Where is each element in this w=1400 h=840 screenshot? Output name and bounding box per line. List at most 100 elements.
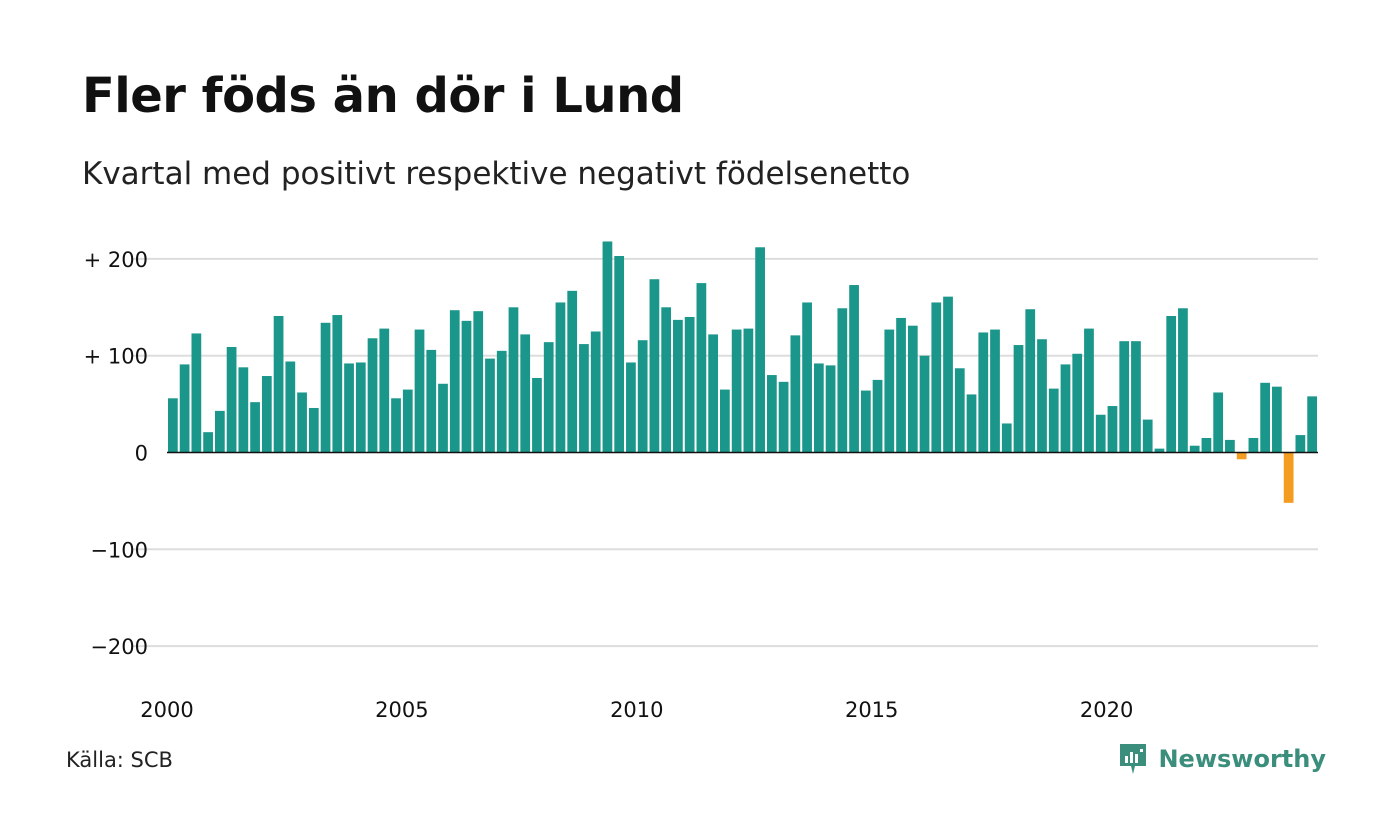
bar: [649, 279, 660, 453]
y-tick-label: + 200: [84, 248, 148, 272]
bar: [860, 390, 871, 453]
bar: [250, 402, 260, 453]
bar: [590, 331, 601, 453]
bar: [1248, 437, 1259, 453]
axes: + 200 + 100 0 −100 −200 2000 2005 2010 2015 2020: [84, 248, 1318, 722]
bar: [1060, 364, 1071, 453]
bar: [532, 377, 542, 453]
bar: [1131, 341, 1141, 453]
bar: [438, 383, 448, 453]
bar: [1201, 437, 1212, 453]
source-note: Källa: SCB: [66, 748, 173, 772]
bar: [579, 344, 589, 453]
bar: [661, 307, 672, 453]
bar: [1013, 345, 1024, 453]
bar: [367, 338, 378, 453]
bar: [226, 346, 237, 453]
bar: [485, 358, 495, 453]
bar: [872, 379, 883, 453]
bar: [567, 290, 578, 453]
bar: [743, 328, 754, 453]
bar: [1107, 406, 1118, 453]
y-tick-label: 0: [135, 442, 148, 466]
bar: [1119, 341, 1130, 453]
bar: [1295, 435, 1306, 453]
x-tick-label: 2020: [1080, 698, 1133, 722]
bar: [849, 285, 859, 453]
bar: [614, 256, 625, 453]
bar: [1213, 392, 1224, 453]
bar: [954, 368, 965, 453]
bar: [966, 394, 977, 453]
bar: [708, 334, 719, 453]
bar: [285, 361, 296, 453]
bar: [1283, 452, 1294, 503]
bar: [825, 365, 836, 453]
bar: [637, 340, 648, 453]
bar: [790, 335, 801, 453]
bar: [426, 349, 437, 453]
bar: [1307, 396, 1317, 453]
bar: [766, 375, 777, 453]
bar: [602, 241, 613, 453]
bar: [802, 302, 812, 453]
bar: [1048, 388, 1059, 453]
bar: [837, 308, 848, 453]
bar: [402, 389, 413, 453]
newsworthy-logo-icon: [1120, 744, 1147, 774]
bar: [1142, 419, 1153, 453]
x-tick-label: 2015: [845, 698, 898, 722]
bar: [1166, 316, 1177, 453]
bar: [1095, 414, 1106, 453]
x-tick-label: 2000: [140, 698, 193, 722]
bar: [696, 283, 707, 453]
bar: [391, 398, 401, 453]
y-tick-label: + 100: [84, 345, 148, 369]
brand-name: Newsworthy: [1158, 745, 1326, 773]
bar: [978, 332, 989, 453]
bar: [990, 329, 1000, 453]
chart-title: Fler föds än dör i Lund: [82, 68, 684, 124]
bar: [297, 392, 307, 453]
bar: [168, 398, 178, 453]
bar: [414, 329, 425, 453]
bar: [1236, 452, 1247, 460]
bar: [238, 367, 249, 453]
bar: [626, 362, 636, 453]
bar: [179, 364, 190, 453]
bar: [1154, 448, 1165, 453]
bar: [684, 316, 695, 453]
bar: [320, 322, 331, 453]
bar: [1272, 386, 1282, 453]
bar: [508, 307, 519, 453]
bar: [520, 334, 531, 453]
bar: [720, 389, 730, 453]
brand-logo[interactable]: Newsworthy: [1118, 742, 1326, 776]
bar: [1225, 439, 1235, 453]
bar: [778, 381, 789, 453]
bar: [813, 363, 824, 453]
y-tick-label: −200: [90, 635, 148, 659]
bar: [907, 325, 918, 453]
bar: [496, 350, 507, 453]
bar: [191, 333, 202, 453]
bar: [1001, 423, 1012, 453]
bar: [473, 311, 484, 453]
bars: [168, 241, 1317, 503]
bar: [1189, 445, 1200, 453]
bar: [1084, 328, 1094, 453]
bar: [355, 362, 366, 453]
bar: [332, 315, 343, 453]
bar: [896, 317, 906, 453]
bar: [261, 376, 272, 453]
bar: [1025, 309, 1036, 453]
x-tick-label: 2010: [610, 698, 663, 722]
bar: [1260, 382, 1271, 453]
bar: [461, 320, 472, 453]
bar: [1072, 353, 1083, 453]
bar: [214, 410, 225, 453]
x-tick-label: 2005: [375, 698, 428, 722]
y-tick-label: −100: [90, 538, 148, 562]
bar: [273, 316, 284, 453]
